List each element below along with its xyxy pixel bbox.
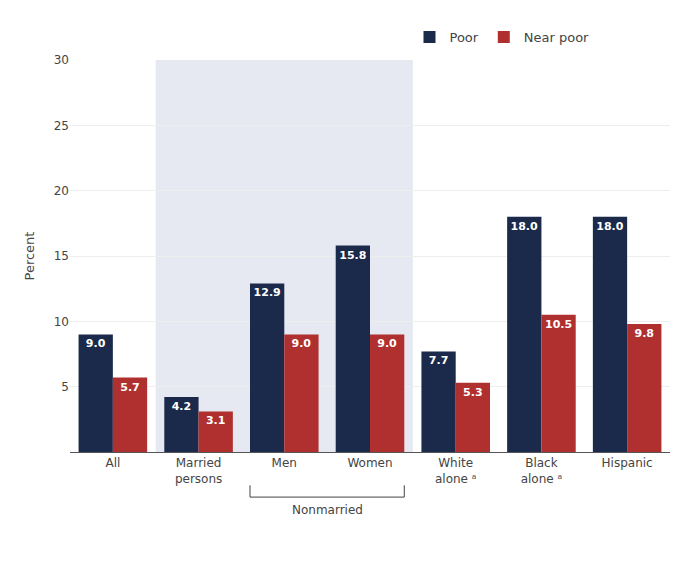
svg-text:10.5: 10.5 [545,318,572,331]
svg-text:5: 5 [61,380,69,394]
svg-text:10: 10 [54,315,69,329]
svg-text:9.0: 9.0 [86,337,106,350]
svg-text:15.8: 15.8 [339,249,366,262]
svg-text:All: All [105,456,120,470]
svg-text:Hispanic: Hispanic [602,456,653,470]
svg-text:Whitealone ᵃ: Whitealone ᵃ [435,456,477,486]
svg-text:9.0: 9.0 [292,337,312,350]
svg-text:Near poor: Near poor [524,30,589,45]
svg-text:Poor: Poor [450,30,479,45]
svg-text:18.0: 18.0 [511,220,538,233]
svg-text:9.8: 9.8 [635,327,655,340]
svg-text:Women: Women [347,456,392,470]
svg-text:25: 25 [54,119,69,133]
svg-text:7.7: 7.7 [429,354,449,367]
svg-text:Marriedpersons: Marriedpersons [175,456,222,486]
svg-text:5.7: 5.7 [120,381,140,394]
svg-text:15: 15 [54,249,69,263]
svg-text:Blackalone ᵃ: Blackalone ᵃ [521,456,563,486]
svg-text:30: 30 [54,53,69,67]
svg-text:9.0: 9.0 [377,337,397,350]
svg-text:5.3: 5.3 [463,386,483,399]
svg-text:18.0: 18.0 [596,220,623,233]
svg-text:12.9: 12.9 [254,286,281,299]
svg-text:Nonmarried: Nonmarried [292,503,363,517]
svg-text:Men: Men [272,456,297,470]
svg-text:4.2: 4.2 [172,400,192,413]
svg-text:3.1: 3.1 [206,414,226,427]
svg-text:20: 20 [54,184,69,198]
svg-text:Percent: Percent [22,232,37,281]
